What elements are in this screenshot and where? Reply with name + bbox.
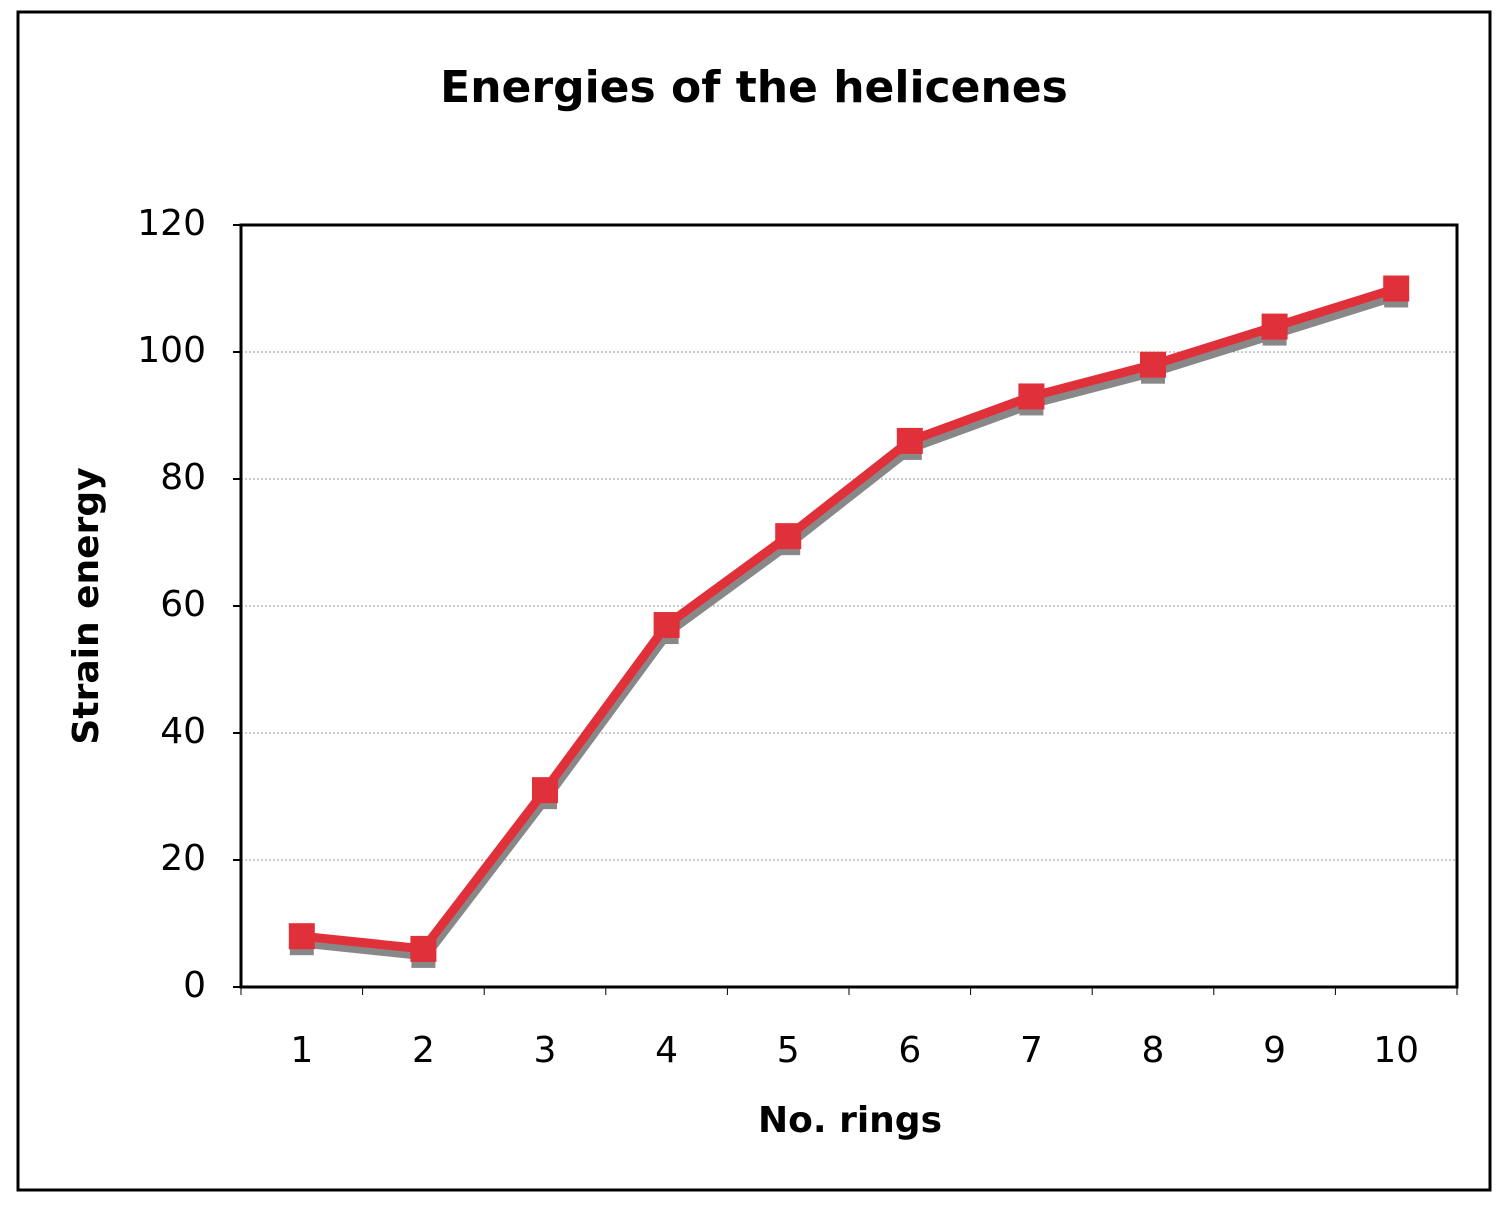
- marker: [775, 523, 802, 550]
- marker: [410, 935, 437, 962]
- marker: [896, 427, 923, 454]
- marker: [288, 923, 315, 950]
- y-tick-label: 100: [137, 330, 206, 371]
- x-tick-label: 3: [534, 1030, 557, 1071]
- marker: [1140, 351, 1166, 378]
- y-tick-label: 0: [183, 965, 206, 1006]
- marker: [653, 612, 680, 639]
- x-tick-label: 6: [898, 1030, 921, 1071]
- marker: [1261, 313, 1288, 340]
- series-line: [301, 284, 1398, 954]
- x-tick-label: 2: [412, 1030, 435, 1071]
- x-tick-label: 9: [1263, 1030, 1286, 1071]
- line-shadow: [303, 291, 1400, 961]
- x-tick-label: 7: [1020, 1030, 1043, 1071]
- x-tick-label: 1: [290, 1030, 313, 1071]
- chart-title: Energies of the helicenes: [440, 62, 1068, 113]
- x-axis-label: No. rings: [758, 1100, 942, 1141]
- y-axis-label: Strain energy: [66, 467, 107, 744]
- x-tick-label: 5: [777, 1030, 800, 1071]
- y-tick-label: 40: [160, 711, 206, 752]
- marker: [1383, 275, 1410, 302]
- x-tick-label: 10: [1373, 1030, 1419, 1071]
- y-tick-label: 20: [160, 838, 206, 879]
- marker: [1018, 383, 1045, 410]
- x-tick-label: 4: [655, 1030, 678, 1071]
- y-tick-label: 80: [160, 457, 206, 498]
- x-tick-label: 8: [1142, 1030, 1165, 1071]
- y-tick-label: 120: [137, 203, 206, 244]
- y-tick-label: 60: [160, 584, 206, 625]
- marker: [532, 777, 558, 804]
